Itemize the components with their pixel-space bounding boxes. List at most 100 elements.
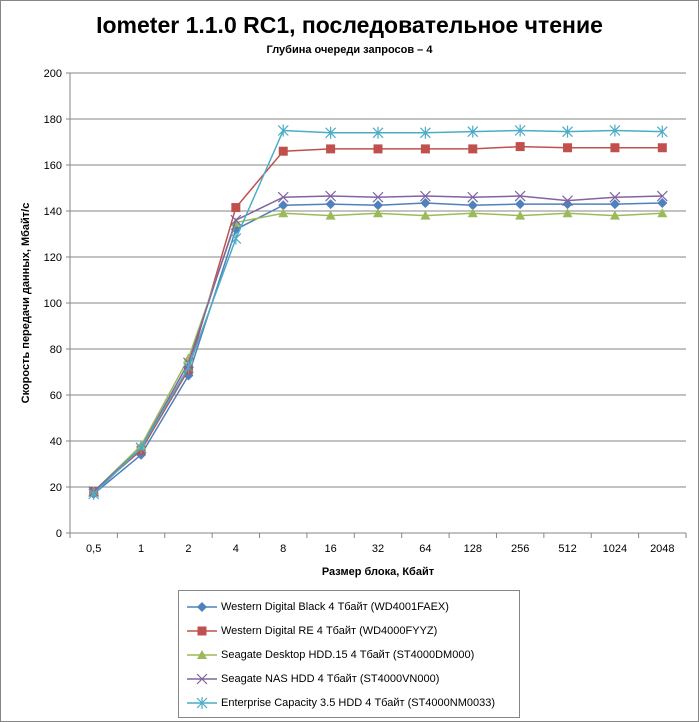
y-tick-label: 100 xyxy=(44,298,62,310)
data-point xyxy=(278,146,288,156)
legend-label: Seagate Desktop HDD.15 4 Тбайт (ST4000DM… xyxy=(221,649,475,661)
x-tick-label: 2048 xyxy=(650,543,674,555)
data-point xyxy=(197,626,207,636)
chart-subtitle: Глубина очереди запросов – 4 xyxy=(266,44,433,56)
data-point xyxy=(420,144,430,154)
data-point xyxy=(373,208,383,218)
y-tick-label: 200 xyxy=(44,68,62,80)
data-point xyxy=(372,126,384,139)
data-point xyxy=(230,214,242,226)
y-tick-label: 160 xyxy=(44,160,62,172)
legend-label: Seagate NAS HDD 4 Тбайт (ST4000VN000) xyxy=(221,673,440,685)
data-point xyxy=(196,697,208,709)
y-tick-label: 0 xyxy=(56,528,62,540)
data-point xyxy=(277,191,289,203)
series-line xyxy=(93,129,663,495)
data-point xyxy=(657,143,667,153)
legend-swatch xyxy=(187,602,217,612)
data-point xyxy=(88,487,100,500)
data-point xyxy=(562,125,573,138)
y-tick-label: 180 xyxy=(44,114,62,126)
data-point xyxy=(197,602,207,612)
data-point xyxy=(514,190,526,202)
data-point xyxy=(515,142,525,152)
legend: Western Digital Black 4 Тбайт (WD4001FAE… xyxy=(178,590,520,718)
x-tick-label: 4 xyxy=(233,543,239,555)
x-tick-label: 256 xyxy=(511,543,529,555)
data-point xyxy=(196,673,208,685)
series-3 xyxy=(88,190,668,498)
data-point xyxy=(230,232,242,245)
data-point xyxy=(419,190,431,202)
series-4 xyxy=(88,124,668,500)
x-tick-label: 0,5 xyxy=(86,543,101,555)
x-axis-title: Размер блока, Кбайт xyxy=(322,566,435,578)
data-point xyxy=(326,144,336,154)
x-tick-label: 2 xyxy=(185,543,191,555)
chart-title: Iometer 1.1.0 RC1, последовательное чтен… xyxy=(96,12,603,38)
y-tick-label: 60 xyxy=(50,390,62,402)
x-tick-label: 128 xyxy=(464,543,482,555)
legend-item: Seagate NAS HDD 4 Тбайт (ST4000VN000) xyxy=(187,669,439,689)
data-point xyxy=(373,200,383,211)
series-2 xyxy=(88,208,668,496)
data-point xyxy=(277,124,289,137)
data-point xyxy=(420,210,431,220)
y-axis-title: Скорость передачи данных, Мбайт/с xyxy=(20,203,32,404)
data-point xyxy=(278,200,289,211)
data-point xyxy=(562,195,573,207)
data-point xyxy=(562,199,573,210)
data-point xyxy=(657,208,668,218)
x-tick-label: 1024 xyxy=(603,543,627,555)
data-point xyxy=(515,199,526,210)
series-line xyxy=(93,145,663,493)
x-tick-label: 512 xyxy=(558,543,576,555)
legend-swatch xyxy=(187,673,217,685)
data-point xyxy=(657,197,668,208)
legend-label: Western Digital RE 4 Тбайт (WD4000FYYZ) xyxy=(221,625,438,637)
data-point xyxy=(197,650,207,659)
y-tick-label: 120 xyxy=(44,252,62,264)
legend-item: Western Digital Black 4 Тбайт (WD4001FAE… xyxy=(187,597,449,617)
legend-swatch xyxy=(187,626,217,636)
data-point xyxy=(135,441,147,454)
data-point xyxy=(610,143,620,153)
data-point xyxy=(467,125,479,138)
y-tick-label: 80 xyxy=(50,344,62,356)
legend-swatch xyxy=(187,697,217,709)
legend-label: Western Digital Black 4 Тбайт (WD4001FAE… xyxy=(221,601,449,613)
data-point xyxy=(563,143,573,153)
data-point xyxy=(420,197,431,208)
data-point xyxy=(183,361,194,374)
data-point xyxy=(372,191,384,203)
data-point xyxy=(325,199,336,210)
data-point xyxy=(325,190,337,202)
x-tick-label: 32 xyxy=(372,543,384,555)
legend-item: Seagate Desktop HDD.15 4 Тбайт (ST4000DM… xyxy=(187,645,474,665)
data-point xyxy=(609,199,620,210)
legend-item: Enterprise Capacity 3.5 HDD 4 Тбайт (ST4… xyxy=(187,693,495,713)
data-point xyxy=(609,210,620,220)
x-tick-label: 1 xyxy=(138,543,144,555)
legend-item: Western Digital RE 4 Тбайт (WD4000FYYZ) xyxy=(187,621,437,641)
series-line xyxy=(93,202,663,495)
data-point xyxy=(468,144,478,154)
legend-swatch xyxy=(187,650,217,659)
y-tick-label: 40 xyxy=(50,436,62,448)
data-point xyxy=(609,191,621,203)
y-tick-label: 140 xyxy=(44,206,62,218)
legend-label: Enterprise Capacity 3.5 HDD 4 Тбайт (ST4… xyxy=(221,697,496,709)
data-point xyxy=(609,124,621,137)
data-point xyxy=(419,126,431,139)
data-point xyxy=(373,144,383,154)
data-point xyxy=(467,191,479,203)
data-point xyxy=(515,210,526,220)
x-tick-label: 64 xyxy=(419,543,431,555)
data-point xyxy=(467,200,478,211)
series-line xyxy=(93,212,663,493)
data-point xyxy=(467,208,478,218)
data-point xyxy=(514,124,526,137)
data-point xyxy=(656,190,668,202)
data-point xyxy=(562,208,573,218)
